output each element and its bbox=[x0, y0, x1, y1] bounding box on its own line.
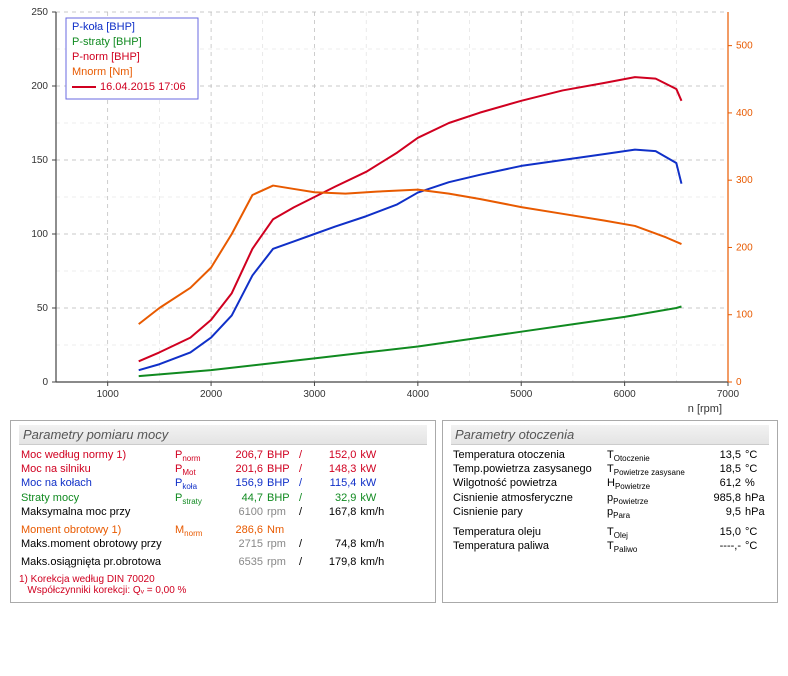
svg-text:2000: 2000 bbox=[200, 389, 223, 400]
env-panel-title: Parametry otoczenia bbox=[451, 425, 769, 445]
svg-text:P-straty [BHP]: P-straty [BHP] bbox=[72, 36, 142, 48]
svg-text:100: 100 bbox=[736, 310, 753, 321]
svg-text:400: 400 bbox=[736, 108, 753, 119]
svg-text:250: 250 bbox=[31, 7, 48, 18]
svg-text:150: 150 bbox=[31, 155, 48, 166]
svg-text:50: 50 bbox=[37, 303, 49, 314]
svg-text:P-norm [BHP]: P-norm [BHP] bbox=[72, 51, 140, 63]
svg-text:100: 100 bbox=[31, 229, 48, 240]
power-panel-title: Parametry pomiaru mocy bbox=[19, 425, 427, 445]
svg-text:0: 0 bbox=[42, 377, 48, 388]
svg-text:3000: 3000 bbox=[303, 389, 326, 400]
footnote: 1) Korekcja według DIN 70020 Współczynni… bbox=[19, 574, 427, 596]
data-panels: Parametry pomiaru mocy Moc według normy … bbox=[10, 420, 778, 603]
svg-text:300: 300 bbox=[736, 175, 753, 186]
svg-text:5000: 5000 bbox=[510, 389, 533, 400]
svg-text:Mnorm [Nm]: Mnorm [Nm] bbox=[72, 66, 133, 78]
svg-text:16.04.2015 17:06: 16.04.2015 17:06 bbox=[100, 81, 186, 93]
dyno-chart: 1000200030004000500060007000n [rpm]05010… bbox=[10, 6, 778, 416]
power-panel: Parametry pomiaru mocy Moc według normy … bbox=[10, 420, 436, 603]
svg-text:0: 0 bbox=[736, 377, 742, 388]
svg-text:P-koła [BHP]: P-koła [BHP] bbox=[72, 21, 135, 33]
svg-text:200: 200 bbox=[31, 81, 48, 92]
svg-text:500: 500 bbox=[736, 41, 753, 52]
svg-text:200: 200 bbox=[736, 242, 753, 253]
env-panel: Parametry otoczenia Temperatura otoczeni… bbox=[442, 420, 778, 603]
svg-text:1000: 1000 bbox=[97, 389, 120, 400]
svg-text:n [rpm]: n [rpm] bbox=[688, 403, 722, 415]
chart-svg: 1000200030004000500060007000n [rpm]05010… bbox=[10, 6, 778, 416]
svg-text:7000: 7000 bbox=[717, 389, 740, 400]
svg-text:6000: 6000 bbox=[613, 389, 636, 400]
svg-text:4000: 4000 bbox=[407, 389, 430, 400]
